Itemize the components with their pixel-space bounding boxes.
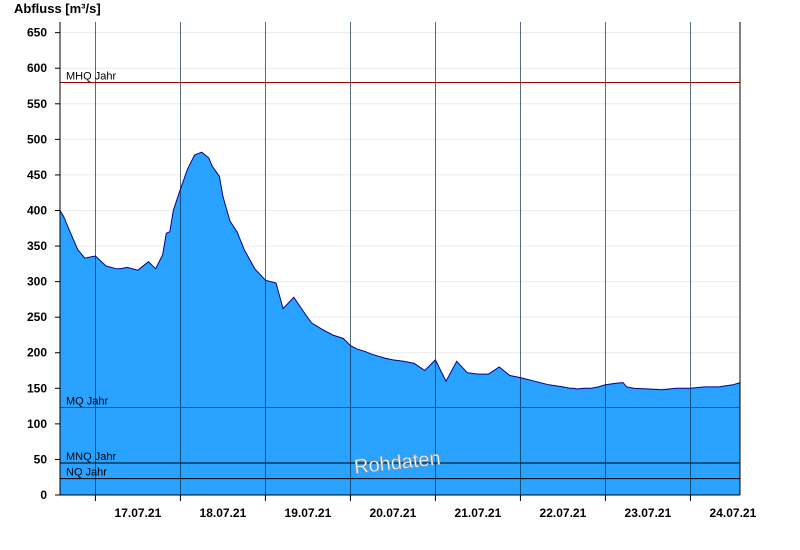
x-tick-label: 21.07.21 bbox=[455, 506, 502, 520]
y-tick-label: 300 bbox=[27, 275, 47, 289]
reference-label-mq: MQ Jahr bbox=[66, 396, 109, 408]
discharge-line bbox=[59, 151, 741, 391]
y-tick-label: 500 bbox=[27, 132, 47, 146]
y-tick-label: 550 bbox=[27, 97, 47, 111]
y-tick-label: 150 bbox=[27, 381, 47, 395]
y-tick-label: 0 bbox=[40, 488, 47, 502]
y-tick-label: 200 bbox=[27, 346, 47, 360]
reference-label-mhq: MHQ Jahr bbox=[66, 70, 116, 82]
x-tick-label: 17.07.21 bbox=[115, 506, 162, 520]
y-axis-title: Abfluss [m³/s] bbox=[14, 1, 101, 16]
x-tick-label: 20.07.21 bbox=[370, 506, 417, 520]
axes bbox=[59, 22, 741, 496]
y-tick-label: 650 bbox=[27, 26, 47, 40]
y-tick-label: 250 bbox=[27, 310, 47, 324]
reference-lines: MHQ Jahr MQ Jahr MNQ Jahr NQ Jahr bbox=[60, 70, 740, 480]
x-tick-label: 18.07.21 bbox=[200, 506, 247, 520]
x-axis-ticks: 17.07.21 18.07.21 19.07.21 20.07.21 21.07.21… bbox=[94, 495, 757, 520]
y-tick-label: 400 bbox=[27, 203, 47, 217]
day-divider-lines bbox=[95, 22, 691, 495]
x-tick-label: 23.07.21 bbox=[625, 506, 672, 520]
y-tick-label: 450 bbox=[27, 168, 47, 182]
discharge-area bbox=[60, 152, 740, 495]
x-tick-label: 24.07.21 bbox=[710, 506, 757, 520]
x-tick-label: 19.07.21 bbox=[285, 506, 332, 520]
y-tick-label: 350 bbox=[27, 239, 47, 253]
x-tick-label: 22.07.21 bbox=[540, 506, 587, 520]
y-tick-label: 100 bbox=[27, 417, 47, 431]
reference-label-mnq: MNQ Jahr bbox=[66, 451, 116, 463]
y-tick-label: 600 bbox=[27, 61, 47, 75]
reference-label-nq: NQ Jahr bbox=[66, 467, 107, 479]
y-axis-ticks: 0 50 100 150 200 250 300 350 400 450 500 550 600 650 bbox=[27, 26, 60, 502]
y-tick-label: 50 bbox=[34, 452, 48, 466]
